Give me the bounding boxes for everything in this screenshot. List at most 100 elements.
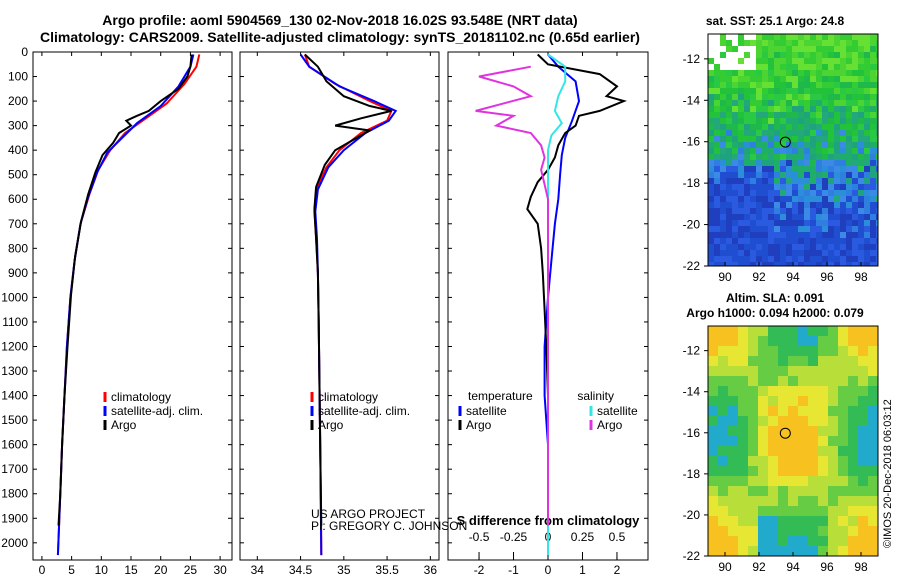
map-cell — [714, 262, 720, 266]
map-cell — [778, 376, 788, 386]
map-cell — [858, 208, 864, 214]
map-cell — [834, 166, 840, 172]
map-cell — [852, 76, 858, 82]
map-cell — [822, 118, 828, 124]
map-cell — [840, 190, 846, 196]
map-cell — [816, 142, 822, 148]
map-cell — [738, 82, 744, 88]
map-cell — [864, 244, 870, 250]
map-cell — [732, 88, 738, 94]
map-cell — [756, 106, 762, 112]
map-cell — [870, 208, 876, 214]
map-cell — [748, 486, 758, 496]
map-cell — [780, 124, 786, 130]
map-cell — [876, 208, 878, 214]
map-cell — [798, 136, 804, 142]
map-cell — [788, 516, 798, 526]
map-cell — [774, 148, 780, 154]
map-cell — [858, 386, 868, 396]
depth-tick-label: 900 — [8, 266, 28, 280]
map-cell — [762, 232, 768, 238]
map-cell — [778, 336, 788, 346]
map-cell — [726, 226, 732, 232]
map-cell — [804, 94, 810, 100]
map-cell — [786, 238, 792, 244]
map-cell — [818, 456, 828, 466]
map-cell — [728, 496, 738, 506]
map-cell — [738, 214, 744, 220]
map-cell — [798, 52, 804, 58]
map-cell — [756, 226, 762, 232]
map-cell — [864, 136, 870, 142]
map-cell — [848, 456, 858, 466]
map-cell — [792, 34, 798, 40]
map-cell — [718, 426, 728, 436]
map-cell — [762, 52, 768, 58]
map-cell — [738, 262, 744, 266]
map-cell — [750, 256, 756, 262]
map-cell — [720, 166, 726, 172]
map-cell — [804, 256, 810, 262]
map-cell — [738, 536, 748, 546]
map-cell — [852, 196, 858, 202]
map-cell — [768, 396, 778, 406]
series-line — [304, 53, 392, 526]
map-cell — [864, 256, 870, 262]
map-cell — [738, 196, 744, 202]
map-cell — [816, 130, 822, 136]
map-cell — [822, 244, 828, 250]
map-cell — [876, 160, 878, 166]
map-cell — [864, 58, 870, 64]
map-cell — [708, 262, 714, 266]
map-cell — [840, 34, 846, 40]
map-cell — [744, 244, 750, 250]
map-cell — [870, 202, 876, 208]
map-cell — [810, 40, 816, 46]
map-cell — [738, 456, 748, 466]
map-cell — [834, 124, 840, 130]
map-cell — [876, 124, 878, 130]
map-cell — [756, 244, 762, 250]
map-cell — [840, 64, 846, 70]
map-cell — [834, 202, 840, 208]
map-cell — [828, 76, 834, 82]
map-cell — [834, 244, 840, 250]
map-cell — [870, 190, 876, 196]
map-cell — [778, 356, 788, 366]
map-cell — [846, 166, 852, 172]
sla-map-title-1: Altim. SLA: 0.091 — [725, 291, 825, 305]
map-cell — [798, 124, 804, 130]
map-cell — [818, 466, 828, 476]
map-cell — [774, 88, 780, 94]
map-cell — [786, 118, 792, 124]
map-cell — [714, 148, 720, 154]
map-cell — [810, 112, 816, 118]
map-cell — [786, 160, 792, 166]
map-cell — [870, 142, 876, 148]
map-cell — [756, 100, 762, 106]
map-cell — [816, 262, 822, 266]
map-cell — [744, 190, 750, 196]
map-cell — [788, 456, 798, 466]
map-cell — [756, 46, 762, 52]
map-cell — [708, 136, 714, 142]
map-cell — [744, 40, 750, 46]
map-cell — [792, 88, 798, 94]
map-cell — [816, 172, 822, 178]
map-cell — [738, 148, 744, 154]
map-cell — [748, 546, 758, 556]
map-cell — [774, 232, 780, 238]
map-cell — [720, 94, 726, 100]
map-cell — [714, 82, 720, 88]
map-cell — [828, 536, 838, 546]
map-cell — [838, 486, 848, 496]
map-cell — [762, 244, 768, 250]
map-cell — [774, 94, 780, 100]
map-cell — [858, 506, 868, 516]
map-cell — [846, 34, 852, 40]
map-cell — [798, 516, 808, 526]
map-cell — [816, 94, 822, 100]
map-cell — [792, 262, 798, 266]
map-cell — [720, 124, 726, 130]
